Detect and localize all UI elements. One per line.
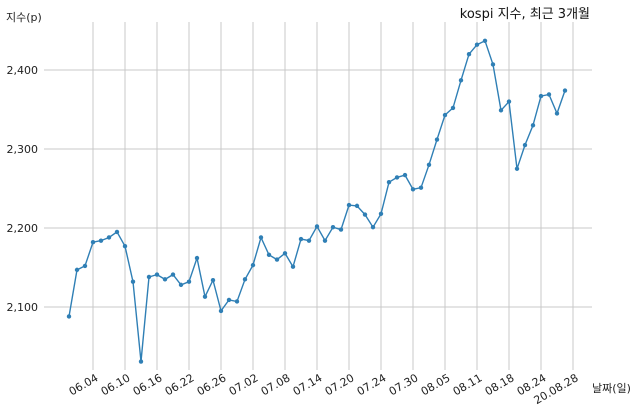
data-point	[426, 162, 432, 167]
data-point	[530, 123, 536, 128]
gridlines	[44, 22, 592, 370]
chart-title: kospi 지수, 최근 3개월	[460, 7, 590, 22]
data-point	[306, 238, 312, 243]
x-tick-label: 08.18	[483, 371, 517, 398]
data-point	[114, 229, 120, 235]
x-tick-label: 06.10	[99, 371, 133, 398]
data-point	[218, 308, 224, 314]
data-point	[106, 235, 112, 240]
x-tick-label: 07.08	[259, 371, 293, 398]
x-tick-label: 06.04	[67, 371, 101, 398]
data-point	[562, 88, 568, 93]
data-point	[434, 137, 440, 142]
data-point	[474, 42, 480, 47]
data-point	[170, 272, 176, 277]
data-point	[226, 297, 232, 303]
x-tick-label: 06.26	[195, 371, 229, 398]
data-point	[506, 99, 512, 104]
data-point	[178, 282, 184, 288]
data-point	[90, 240, 96, 245]
data-point	[410, 187, 416, 192]
data-point	[122, 243, 128, 249]
data-point	[522, 142, 528, 148]
data-point	[234, 299, 240, 304]
data-point	[98, 238, 104, 243]
x-tick-label: 07.24	[355, 371, 389, 398]
data-point	[370, 225, 376, 230]
data-point	[386, 179, 392, 185]
data-point	[546, 92, 552, 97]
data-point	[314, 224, 320, 229]
data-point	[66, 314, 72, 319]
data-point	[362, 212, 368, 217]
data-point	[74, 267, 80, 273]
data-point	[514, 166, 520, 171]
data-point	[258, 235, 264, 240]
x-tick-label: 07.30	[387, 371, 421, 398]
data-point	[298, 236, 304, 242]
data-point	[346, 202, 352, 208]
x-tick-label: 08.05	[419, 371, 453, 398]
data-point	[394, 175, 400, 180]
y-axis-ticks: 2,100 2,200 2,300 2,400	[7, 64, 39, 314]
data-point	[202, 294, 208, 299]
data-point	[418, 185, 424, 190]
data-point	[138, 359, 144, 364]
x-tick-label: 07.02	[227, 371, 261, 398]
x-axis-ticks: 06.0406.1006.1606.2206.2607.0207.0807.14…	[67, 371, 581, 407]
data-point	[402, 172, 408, 178]
data-point	[186, 279, 192, 284]
series-points	[66, 38, 568, 364]
data-point	[194, 255, 200, 261]
data-point	[442, 112, 448, 118]
data-point	[162, 277, 168, 282]
data-point	[82, 263, 88, 269]
x-tick-label: 08.11	[451, 371, 485, 398]
x-tick-label: 06.22	[163, 371, 197, 398]
data-point	[330, 225, 336, 230]
x-tick-label: 07.20	[323, 371, 357, 398]
data-point	[322, 238, 328, 243]
data-point	[450, 105, 456, 111]
data-point	[354, 203, 360, 209]
y-tick-label: 2,400	[7, 64, 39, 77]
data-point	[242, 277, 248, 282]
x-axis-label: 날짜(일)	[592, 381, 631, 395]
data-point	[146, 274, 152, 280]
data-point	[554, 111, 560, 116]
data-point	[290, 264, 296, 269]
data-point	[266, 252, 272, 258]
data-point	[538, 93, 544, 99]
data-point	[250, 262, 256, 268]
data-point	[338, 227, 344, 232]
y-tick-label: 2,100	[7, 301, 39, 314]
data-point	[482, 38, 488, 43]
data-point	[458, 78, 464, 83]
data-point	[274, 257, 280, 262]
data-point	[466, 52, 472, 57]
y-tick-label: 2,300	[7, 143, 39, 156]
y-tick-label: 2,200	[7, 222, 39, 235]
x-tick-label: 06.16	[131, 371, 165, 398]
data-point	[130, 279, 136, 284]
data-point	[210, 277, 216, 283]
data-point	[490, 62, 496, 67]
data-point	[282, 251, 288, 256]
data-point	[498, 108, 504, 113]
data-point	[154, 272, 160, 277]
data-point	[378, 211, 384, 216]
x-tick-label: 07.14	[291, 371, 325, 398]
y-axis-label: 지수(p)	[6, 11, 42, 24]
